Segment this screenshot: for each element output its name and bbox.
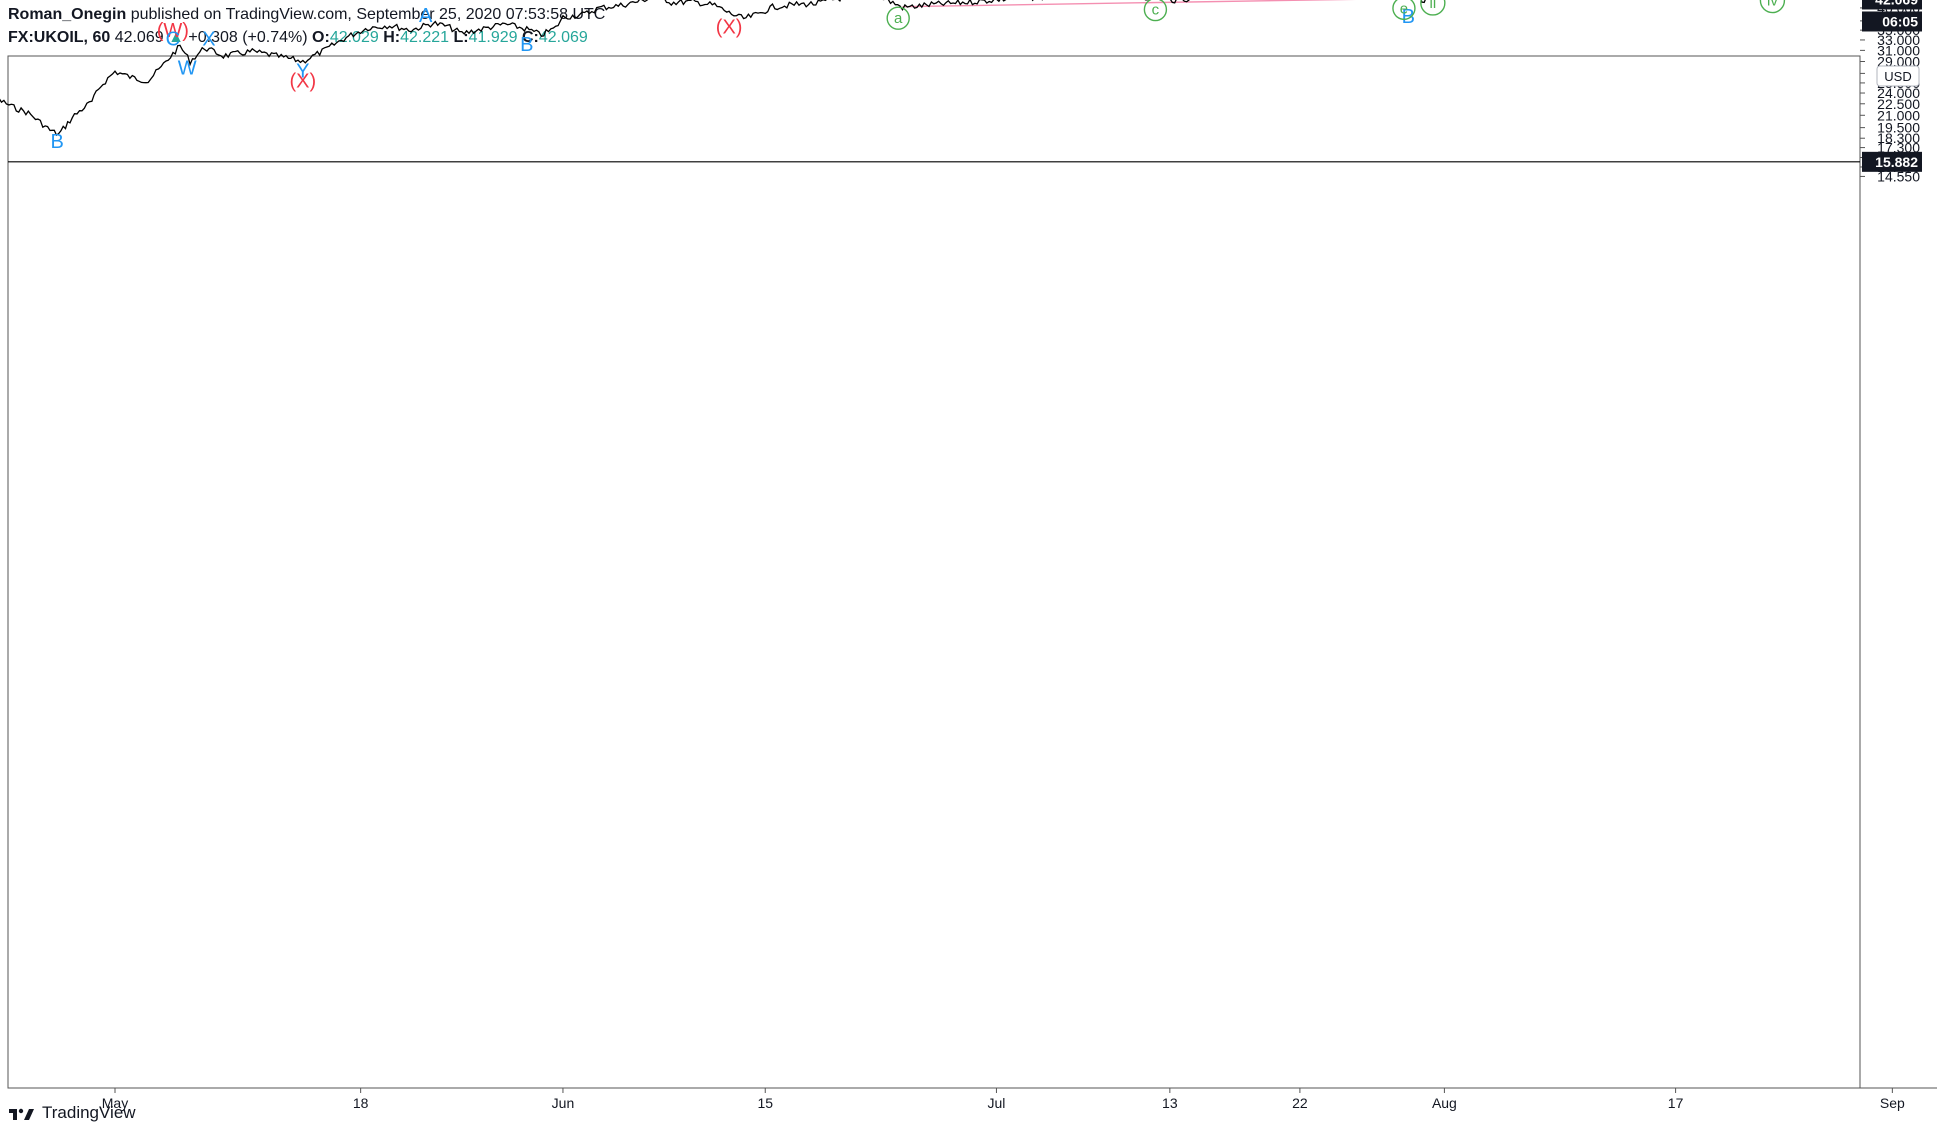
wave-label[interactable]: Y — [296, 60, 309, 82]
x-tick-label: 15 — [757, 1095, 773, 1111]
wave-label[interactable]: (X) — [716, 16, 743, 38]
author-name[interactable]: Roman_Onegin — [8, 6, 127, 23]
x-tick-label: 22 — [1292, 1095, 1308, 1111]
x-tick-label: 17 — [1668, 1095, 1684, 1111]
x-tick-label: Aug — [1432, 1095, 1457, 1111]
x-tick-label: 13 — [1162, 1095, 1178, 1111]
wave-label[interactable]: B — [520, 34, 533, 56]
tradingview-logo-icon — [9, 1108, 34, 1120]
currency-label: USD — [1884, 69, 1911, 84]
price-series[interactable] — [0, 0, 1937, 162]
footer-brand: TradingView — [8, 1103, 136, 1123]
close-label: C: — [521, 29, 539, 46]
wave-label-circled[interactable]: a — [894, 10, 903, 27]
y-tick-label: 21.000 — [1877, 107, 1920, 123]
high-value: 42.221 — [400, 29, 450, 46]
wave-label-circled[interactable]: e — [1400, 0, 1408, 17]
wave-label[interactable]: (X) — [290, 70, 317, 92]
wave-label[interactable]: B — [1402, 6, 1415, 28]
wave-label[interactable]: W — [178, 57, 197, 79]
up-triangle-icon: ▲ — [168, 29, 184, 46]
x-tick-label: 18 — [353, 1095, 369, 1111]
wave-label[interactable]: X — [202, 28, 215, 50]
wave-circle — [1392, 0, 1416, 21]
wave-circle — [1420, 0, 1446, 16]
wave-circle — [1759, 0, 1786, 14]
support-badge-label: 15.882 — [1875, 154, 1918, 170]
x-tick-label: Jul — [987, 1095, 1005, 1111]
wave-circle — [886, 6, 910, 30]
wave-label[interactable]: (W) — [157, 20, 189, 42]
wave-label[interactable]: B — [51, 131, 64, 153]
countdown-badge — [1862, 11, 1922, 32]
last-price-badge-label: 42.069 — [1875, 0, 1918, 7]
publish-info: Roman_Onegin published on TradingView.co… — [8, 6, 605, 24]
last-price: 42.069 — [114, 29, 164, 46]
symbol-legend: FX:UKOIL, 60 42.069 ▲ +0.308 (+0.74%) O:… — [8, 29, 588, 47]
currency-badge[interactable] — [1876, 65, 1920, 87]
y-tick-label: 14.550 — [1877, 168, 1920, 184]
y-tick-label: 18.300 — [1877, 130, 1920, 146]
y-tick-label: 29.000 — [1877, 53, 1920, 69]
support-badge[interactable] — [1862, 151, 1922, 172]
wave-label[interactable]: A — [419, 5, 433, 27]
price-change: +0.308 (+0.74%) — [188, 29, 308, 46]
x-tick-label: Sep — [1880, 1095, 1905, 1111]
open-label: O: — [312, 29, 330, 46]
y-tick-label: 22.500 — [1877, 96, 1920, 112]
last-price-badge[interactable] — [1862, 0, 1922, 10]
y-tick-label: 19.500 — [1877, 120, 1920, 136]
wave-label-circled[interactable]: iv — [1767, 0, 1778, 10]
open-value: 42.029 — [329, 29, 379, 46]
publish-date: published on TradingView.com, September … — [130, 6, 606, 23]
y-tick-label: 17.300 — [1877, 140, 1920, 156]
low-value: 41.929 — [468, 29, 518, 46]
wave-label-circled[interactable]: ii — [1430, 0, 1437, 12]
y-tick-label: 31.000 — [1877, 42, 1920, 58]
close-value: 42.069 — [538, 29, 588, 46]
y-tick-label: 33.000 — [1877, 32, 1920, 48]
high-label: H: — [383, 29, 401, 46]
wave-label-circled[interactable]: c — [1152, 2, 1160, 19]
wave-label[interactable]: C — [642, 0, 656, 2]
symbol-name[interactable]: FX:UKOIL, 60 — [8, 29, 111, 46]
wave-circle — [1143, 0, 1168, 22]
channel-line-1[interactable] — [902, 0, 1402, 8]
y-tick-label: 24.000 — [1877, 85, 1920, 101]
x-tick-label: Jun — [552, 1095, 575, 1111]
countdown-badge-label: 06:05 — [1882, 13, 1918, 29]
x-tick-label: May — [102, 1095, 128, 1111]
wave-label[interactable]: C — [166, 28, 180, 50]
tradingview-brand[interactable]: TradingView — [42, 1103, 136, 1122]
plot-area[interactable] — [7, 55, 1861, 1089]
